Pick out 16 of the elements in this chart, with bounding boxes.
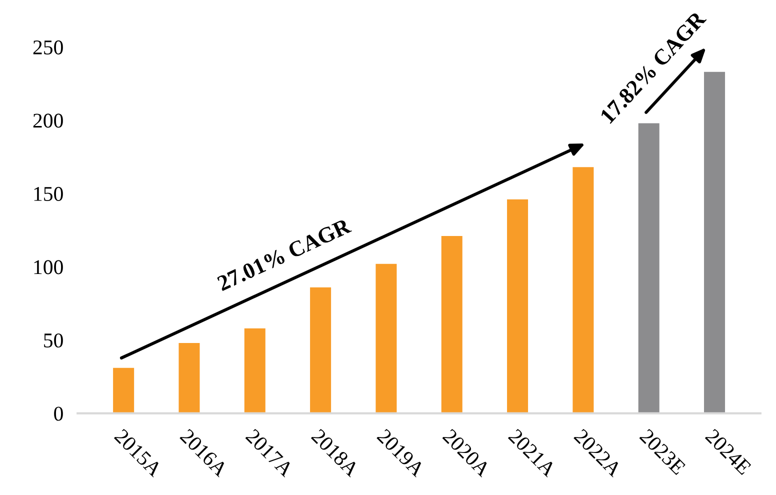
y-tick-label: 100 bbox=[34, 260, 63, 274]
y-tick-label: 200 bbox=[33, 114, 63, 128]
y-tick-label: 0 bbox=[54, 406, 63, 421]
bar bbox=[244, 328, 266, 414]
y-tick-label: 50 bbox=[44, 333, 63, 348]
bar bbox=[507, 199, 528, 414]
bar bbox=[704, 72, 726, 414]
y-tick-label: 250 bbox=[33, 40, 63, 54]
bar bbox=[441, 236, 462, 414]
bar bbox=[113, 368, 134, 414]
bar bbox=[572, 167, 594, 414]
bar bbox=[638, 123, 660, 414]
y-tick-label: 150 bbox=[34, 186, 63, 201]
bar bbox=[376, 264, 397, 414]
bar bbox=[178, 342, 200, 414]
bar bbox=[310, 287, 332, 414]
